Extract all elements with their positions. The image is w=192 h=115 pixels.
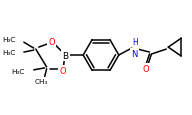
Text: H₃C: H₃C xyxy=(12,68,25,74)
Text: H₃C: H₃C xyxy=(2,50,16,56)
Text: O: O xyxy=(59,67,66,76)
Text: N: N xyxy=(132,50,138,59)
Text: O: O xyxy=(48,37,55,46)
Text: B: B xyxy=(62,51,69,60)
Text: H₃C: H₃C xyxy=(2,37,16,43)
Text: H: H xyxy=(132,38,137,47)
Text: CH₃: CH₃ xyxy=(35,78,48,84)
Text: O: O xyxy=(142,65,149,74)
